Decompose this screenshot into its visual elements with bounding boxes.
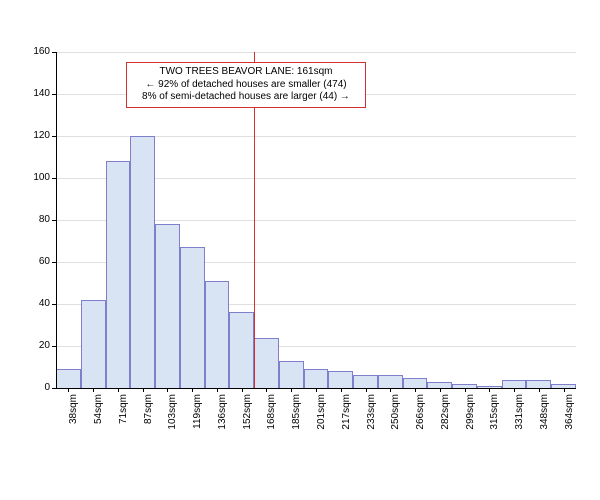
histogram-bar xyxy=(502,380,527,388)
histogram-bar xyxy=(56,369,81,388)
xtick-label: 217sqm xyxy=(341,394,352,444)
ytick-label: 40 xyxy=(22,298,50,309)
xtick-label: 71sqm xyxy=(118,394,129,444)
xtick-label: 348sqm xyxy=(539,394,550,444)
histogram-bar xyxy=(130,136,155,388)
annotation-box: TWO TREES BEAVOR LANE: 161sqm← 92% of de… xyxy=(126,62,366,108)
histogram-bar xyxy=(378,375,403,388)
xtick-label: 201sqm xyxy=(316,394,327,444)
histogram-bar xyxy=(353,375,378,388)
xtick-label: 331sqm xyxy=(514,394,525,444)
xtick-label: 299sqm xyxy=(465,394,476,444)
xtick-label: 87sqm xyxy=(143,394,154,444)
histogram-bar xyxy=(403,378,428,389)
histogram-bar xyxy=(205,281,230,388)
annotation-line: ← 92% of detached houses are smaller (47… xyxy=(133,79,359,92)
xtick-label: 185sqm xyxy=(291,394,302,444)
xtick-label: 54sqm xyxy=(93,394,104,444)
chart-subtitle xyxy=(0,6,600,8)
histogram-bar xyxy=(106,161,131,388)
xtick-label: 152sqm xyxy=(242,394,253,444)
xtick-label: 315sqm xyxy=(489,394,500,444)
ytick-label: 100 xyxy=(22,172,50,183)
histogram-bar xyxy=(180,247,205,388)
histogram-bar xyxy=(328,371,353,388)
ytick-label: 140 xyxy=(22,88,50,99)
xtick-label: 136sqm xyxy=(217,394,228,444)
ytick-label: 0 xyxy=(22,382,50,393)
y-axis xyxy=(56,52,57,388)
xtick-label: 103sqm xyxy=(167,394,178,444)
xtick-label: 250sqm xyxy=(390,394,401,444)
annotation-line: TWO TREES BEAVOR LANE: 161sqm xyxy=(133,66,359,79)
histogram-bar xyxy=(279,361,304,388)
xtick-label: 119sqm xyxy=(192,394,203,444)
histogram-bar xyxy=(254,338,279,388)
xtick-label: 282sqm xyxy=(440,394,451,444)
ytick-label: 20 xyxy=(22,340,50,351)
xtick-label: 233sqm xyxy=(366,394,377,444)
ytick-label: 80 xyxy=(22,214,50,225)
xtick-label: 364sqm xyxy=(564,394,575,444)
gridline xyxy=(56,52,576,53)
x-axis xyxy=(56,388,576,389)
histogram-bar xyxy=(229,312,254,388)
ytick-label: 60 xyxy=(22,256,50,267)
xtick-label: 38sqm xyxy=(68,394,79,444)
plot-area: 02040608010012014016038sqm54sqm71sqm87sq… xyxy=(56,52,576,388)
histogram-bar xyxy=(155,224,180,388)
ytick-label: 160 xyxy=(22,46,50,57)
xtick-label: 266sqm xyxy=(415,394,426,444)
histogram-bar xyxy=(526,380,551,388)
ytick-label: 120 xyxy=(22,130,50,141)
histogram-bar xyxy=(81,300,106,388)
histogram-bar xyxy=(304,369,329,388)
xtick-label: 168sqm xyxy=(266,394,277,444)
annotation-line: 8% of semi-detached houses are larger (4… xyxy=(133,91,359,104)
